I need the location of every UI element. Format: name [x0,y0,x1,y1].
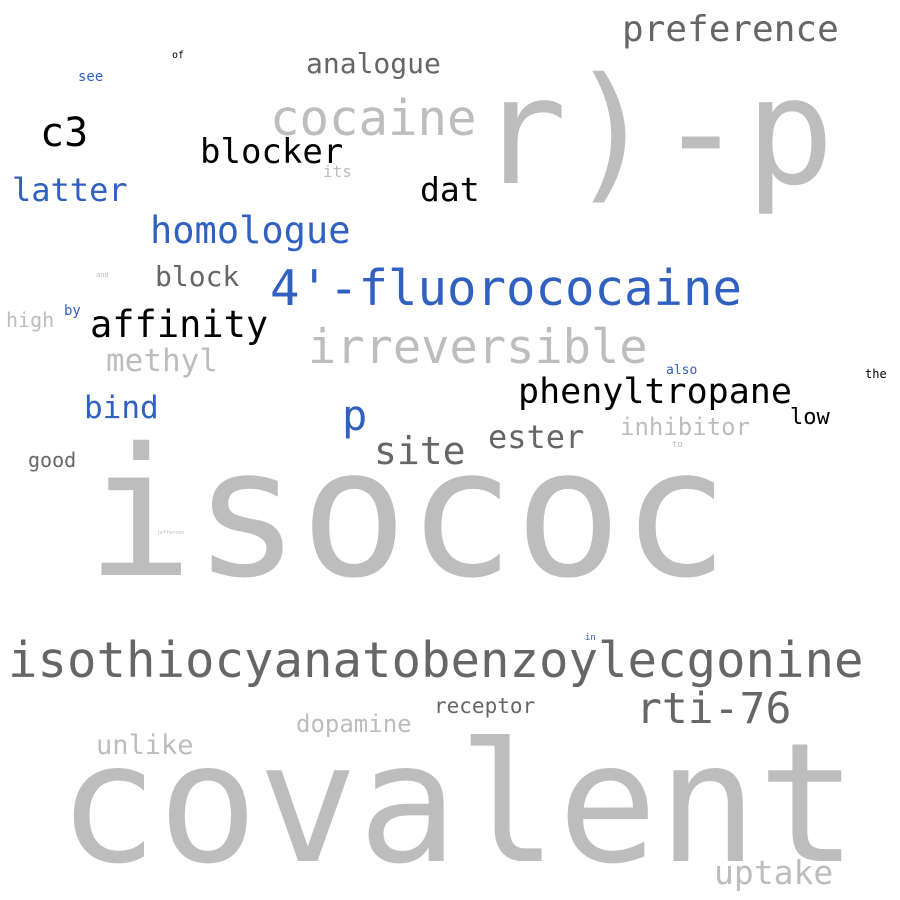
word-site: site [374,429,466,473]
word-ester: ester [488,418,585,456]
word-affinity: affinity [90,303,269,346]
word-p: p [342,391,368,440]
word-isococ: isococ [86,410,729,617]
word-methyl: methyl [106,343,218,379]
word-uptake: uptake [714,853,834,892]
word-r-p: r)-p [478,46,835,218]
word-to: to [672,440,683,450]
word-c3: c3 [40,110,89,156]
word-cocaine: cocaine [270,90,477,147]
word-latter: latter [12,171,128,209]
word-its: its [323,162,352,181]
word-rti-76: rti-76 [636,684,792,734]
word-low: low [790,405,830,430]
word-bind: bind [84,390,159,426]
word-of: of [172,50,185,61]
word-dopamine: dopamine [296,710,412,738]
word-block: block [155,260,240,293]
word-jefferson: jefferson [157,530,185,536]
word-unlike: unlike [96,730,194,761]
word-phenyltropane: phenyltropane [518,372,792,412]
word-and: and [96,271,109,279]
word-dat: dat [420,170,480,209]
word-inhibitor: inhibitor [620,413,751,441]
word-homologue: homologue [150,209,351,252]
word-by: by [64,303,81,319]
word-preference: preference [622,9,839,50]
word-also: also [666,363,698,378]
word-irreversible: irreversible [308,320,648,375]
word-the: the [865,367,887,381]
word-in: in [585,633,596,643]
word-isothiocyanatobenzoylecgonine: isothiocyanatobenzoylecgonine [8,632,864,689]
word-blocker: blocker [200,132,344,172]
word-see: see [78,69,104,85]
word-high: high [6,308,55,332]
word-analogue: analogue [306,47,441,80]
word-good: good [28,448,77,472]
word-4-fluorococaine: 4'-fluorococaine [270,260,743,317]
word-covalent: covalent [58,708,858,900]
word-receptor: receptor [434,694,536,718]
